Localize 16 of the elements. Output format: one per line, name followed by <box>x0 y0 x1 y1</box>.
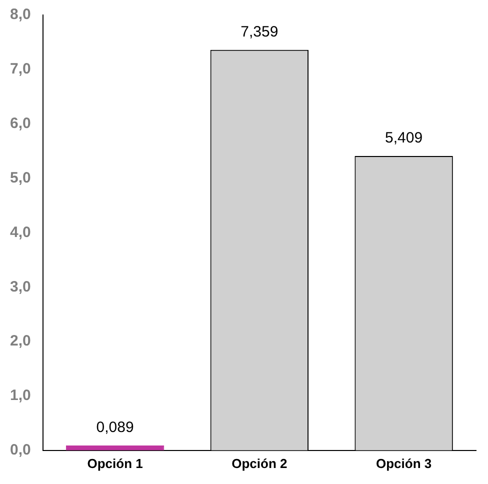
y-tick-label: 3,0 <box>10 278 31 296</box>
y-tick-label: 4,0 <box>10 224 31 241</box>
data-label: 5,409 <box>385 130 423 147</box>
y-tick-label: 5,0 <box>10 169 31 186</box>
y-tick-label: 0,0 <box>10 442 31 459</box>
y-tick-label: 7,0 <box>10 60 31 78</box>
y-tick-label: 1,0 <box>10 387 31 404</box>
y-tick-label: 2,0 <box>10 332 31 350</box>
x-tick-label: Opción 3 <box>376 456 432 471</box>
x-tick-label: Opción 2 <box>232 456 288 471</box>
data-label: 0,089 <box>96 419 134 436</box>
x-tick-label: Opción 1 <box>87 456 143 471</box>
y-tick-label: 6,0 <box>10 114 31 132</box>
bar <box>66 446 164 450</box>
y-tick-label: 8,0 <box>10 6 31 24</box>
data-label: 7,359 <box>240 24 278 41</box>
